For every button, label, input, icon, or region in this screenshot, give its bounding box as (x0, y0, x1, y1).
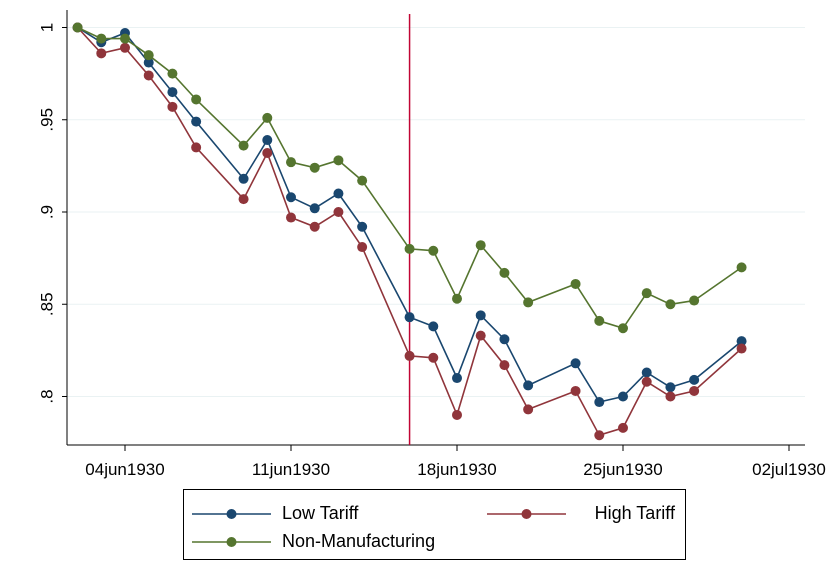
data-point-non-manufacturing (475, 240, 486, 251)
data-point-low-tariff (594, 397, 605, 408)
series-non-manufacturing (72, 22, 747, 334)
series-group (72, 14, 747, 445)
legend-marker (226, 537, 237, 547)
data-point-high-tariff (143, 70, 154, 81)
y-tick-label: .95 (37, 108, 56, 132)
data-point-non-manufacturing (641, 288, 652, 299)
data-point-low-tariff (499, 334, 510, 345)
data-point-high-tariff (594, 430, 605, 441)
x-tick-label: 18jun1930 (417, 460, 496, 479)
data-point-non-manufacturing (333, 155, 344, 166)
data-point-high-tariff (618, 422, 628, 433)
data-point-non-manufacturing (736, 262, 747, 273)
y-tick-label: .8 (37, 389, 56, 403)
data-point-high-tariff (570, 385, 581, 396)
data-point-non-manufacturing (570, 278, 581, 289)
y-tick-label: 1 (37, 23, 56, 32)
legend-label: Non-Manufacturing (282, 531, 435, 551)
legend-marker (226, 509, 237, 519)
data-point-high-tariff (333, 207, 344, 217)
data-point-low-tariff (736, 336, 747, 347)
data-point-low-tariff (475, 310, 486, 321)
data-point-low-tariff (191, 116, 202, 127)
data-point-high-tariff (262, 147, 273, 158)
data-point-non-manufacturing (499, 267, 510, 278)
data-point-non-manufacturing (594, 315, 605, 326)
legend-marker (521, 509, 532, 519)
data-point-high-tariff (523, 404, 534, 415)
data-point-high-tariff (641, 376, 652, 387)
data-point-non-manufacturing (120, 33, 130, 44)
data-point-low-tariff (665, 382, 676, 393)
data-point-non-manufacturing (286, 157, 296, 168)
data-point-high-tariff (452, 409, 462, 420)
data-point-non-manufacturing (143, 50, 154, 61)
data-point-low-tariff (641, 367, 652, 378)
data-point-non-manufacturing (309, 162, 320, 173)
data-point-low-tariff (428, 321, 439, 332)
data-point-low-tariff (404, 312, 415, 323)
legend-item-high-tariff: High Tariff (487, 503, 676, 523)
legend-label: High Tariff (595, 503, 676, 523)
data-point-low-tariff (286, 192, 296, 203)
data-point-high-tariff (120, 42, 130, 53)
data-point-low-tariff (167, 87, 178, 98)
data-point-non-manufacturing (452, 293, 462, 304)
legend-label: Low Tariff (282, 503, 359, 523)
data-point-high-tariff (309, 221, 320, 232)
data-point-high-tariff (404, 350, 415, 361)
data-point-non-manufacturing (357, 175, 368, 186)
series-high-tariff (72, 22, 747, 441)
gridlines (67, 27, 805, 397)
data-point-high-tariff (428, 352, 439, 363)
x-tick-label: 02jul1930 (752, 460, 826, 479)
legend-item-low-tariff: Low Tariff (192, 503, 359, 523)
data-point-high-tariff (167, 101, 178, 112)
data-point-high-tariff (286, 212, 296, 223)
data-point-high-tariff (357, 242, 368, 253)
data-point-high-tariff (499, 360, 510, 371)
data-point-non-manufacturing (428, 245, 439, 256)
data-point-non-manufacturing (689, 295, 700, 306)
data-point-high-tariff (238, 194, 249, 205)
data-point-non-manufacturing (167, 68, 178, 79)
legend: Low Tariff High Tariff Non-Manufacturing (183, 489, 686, 560)
data-point-low-tariff (618, 391, 628, 402)
data-point-high-tariff (689, 385, 700, 396)
x-tick-label: 04jun1930 (85, 460, 164, 479)
data-point-high-tariff (475, 330, 486, 341)
data-point-high-tariff (736, 343, 747, 354)
x-tick-label: 25jun1930 (583, 460, 662, 479)
data-point-low-tariff (262, 135, 273, 146)
legend-item-non-manufacturing: Non-Manufacturing (192, 531, 435, 551)
data-point-low-tariff (143, 57, 154, 68)
data-point-low-tariff (523, 380, 534, 391)
data-point-non-manufacturing (191, 94, 202, 105)
data-point-low-tariff (238, 173, 249, 184)
data-point-non-manufacturing (238, 140, 249, 151)
data-point-low-tariff (452, 373, 462, 384)
x-tick-label: 11jun1930 (252, 460, 330, 479)
data-point-non-manufacturing (665, 299, 676, 310)
data-point-high-tariff (96, 48, 107, 59)
y-tick-label: .85 (37, 292, 56, 316)
data-point-non-manufacturing (96, 33, 107, 44)
data-point-low-tariff (689, 374, 700, 385)
data-point-non-manufacturing (262, 112, 273, 123)
data-point-non-manufacturing (404, 243, 415, 254)
axes: 1 .95 .9 .85 .8 04jun1930 11jun1930 18jun1930 25… (37, 10, 826, 479)
data-point-low-tariff (570, 358, 581, 369)
data-point-low-tariff (357, 221, 368, 232)
data-point-high-tariff (665, 391, 676, 402)
data-point-non-manufacturing (618, 323, 628, 334)
data-point-low-tariff (333, 188, 344, 199)
data-point-non-manufacturing (72, 22, 83, 33)
data-point-low-tariff (309, 203, 320, 214)
data-point-high-tariff (191, 142, 202, 153)
data-point-non-manufacturing (523, 297, 534, 308)
legend-box (183, 489, 686, 560)
y-tick-label: .9 (37, 205, 56, 219)
